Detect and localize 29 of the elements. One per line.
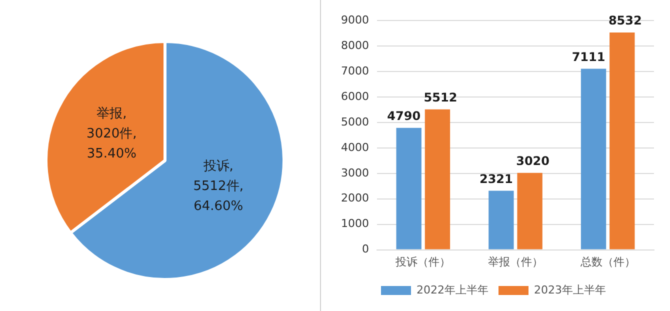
y-tick-label: 4000 — [340, 140, 369, 154]
y-tick-label: 3000 — [340, 166, 369, 180]
bar — [610, 32, 635, 250]
x-tick-label: 举报（件） — [488, 255, 543, 268]
y-tick-label: 1000 — [340, 217, 369, 230]
x-tick-label: 总数（件） — [579, 255, 636, 268]
x-tick-label: 投诉（件） — [394, 255, 451, 268]
bar — [580, 68, 606, 250]
data-label: 5512 — [424, 90, 458, 105]
legend-label: 2023年上半年 — [534, 283, 606, 296]
data-label: 2321 — [479, 172, 513, 186]
bar — [424, 109, 450, 250]
data-label: 8532 — [608, 14, 642, 28]
data-label: 7111 — [572, 50, 606, 64]
slice-label: 举报,3020件,35.40% — [86, 106, 137, 162]
y-tick-label: 9000 — [340, 13, 369, 26]
y-tick-label: 2000 — [340, 192, 369, 205]
y-tick-label: 6000 — [340, 90, 369, 103]
bar — [488, 190, 514, 250]
legend-label: 2022年上半年 — [416, 283, 489, 296]
y-tick-label: 0 — [362, 242, 369, 256]
data-label: 3020 — [516, 154, 550, 168]
data-label: 4790 — [387, 108, 421, 123]
bar — [517, 172, 542, 250]
y-tick-label: 5000 — [340, 115, 369, 128]
y-tick-label: 8000 — [340, 38, 369, 52]
y-tick-label: 7000 — [340, 64, 369, 78]
bar — [396, 128, 422, 250]
slice-label: 投诉,5512件,64.60% — [193, 159, 244, 214]
